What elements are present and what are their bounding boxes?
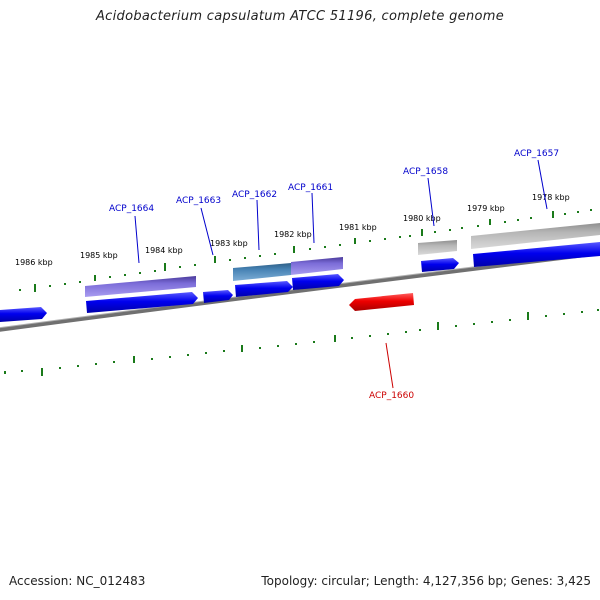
cds-arrow[interactable] bbox=[473, 242, 600, 267]
cds-arrow[interactable] bbox=[421, 258, 459, 272]
gene-label[interactable]: ACP_1661 bbox=[288, 183, 333, 193]
callout-line bbox=[311, 192, 315, 244]
feature-track bbox=[85, 223, 600, 297]
scale-label: 1986 kbp bbox=[15, 258, 53, 267]
scale-label: 1979 kbp bbox=[467, 204, 505, 213]
feature-block[interactable] bbox=[471, 223, 600, 249]
scale-label: 1985 kbp bbox=[80, 251, 118, 260]
callout-line bbox=[385, 342, 394, 389]
callout-line bbox=[427, 177, 435, 227]
gene-label[interactable]: ACP_1663 bbox=[176, 196, 221, 206]
scale-label: 1982 kbp bbox=[274, 230, 312, 239]
scale-label: 1983 kbp bbox=[210, 239, 248, 248]
callout-line bbox=[256, 199, 260, 251]
callout-line bbox=[134, 215, 140, 264]
scale-label: 1980 kbp bbox=[403, 214, 441, 223]
outer-tick-scale bbox=[19, 209, 592, 292]
feature-block[interactable] bbox=[291, 257, 343, 275]
gene-label[interactable]: ACP_1662 bbox=[232, 190, 277, 200]
forward-cds-track bbox=[0, 242, 600, 322]
cds-arrow[interactable] bbox=[203, 290, 233, 303]
cds-arrow[interactable] bbox=[86, 292, 198, 313]
callout-line bbox=[200, 207, 214, 256]
genome-backbone bbox=[0, 251, 600, 332]
inner-tick-scale bbox=[4, 309, 599, 376]
cds-arrow-acp-1660[interactable] bbox=[349, 293, 414, 311]
feature-block[interactable] bbox=[85, 276, 196, 297]
feature-block[interactable] bbox=[418, 240, 457, 255]
scale-label: 1978 kbp bbox=[532, 193, 570, 202]
genome-summary-text: Topology: circular; Length: 4,127,356 bp… bbox=[261, 574, 591, 588]
gene-label[interactable]: ACP_1660 bbox=[369, 391, 414, 401]
callout-line bbox=[537, 159, 548, 210]
cds-arrow[interactable] bbox=[292, 274, 344, 290]
gene-label[interactable]: ACP_1658 bbox=[403, 167, 448, 177]
cds-arrow[interactable] bbox=[0, 307, 47, 322]
feature-block[interactable] bbox=[233, 263, 291, 281]
scale-label: 1984 kbp bbox=[145, 246, 183, 255]
scale-label: 1981 kbp bbox=[339, 223, 377, 232]
gene-label[interactable]: ACP_1664 bbox=[109, 204, 154, 214]
map-title: Acidobacterium capsulatum ATCC 51196, co… bbox=[95, 9, 505, 24]
cds-arrow[interactable] bbox=[235, 281, 293, 297]
accession-text: Accession: NC_012483 bbox=[9, 574, 146, 588]
gene-label[interactable]: ACP_1657 bbox=[514, 149, 559, 159]
